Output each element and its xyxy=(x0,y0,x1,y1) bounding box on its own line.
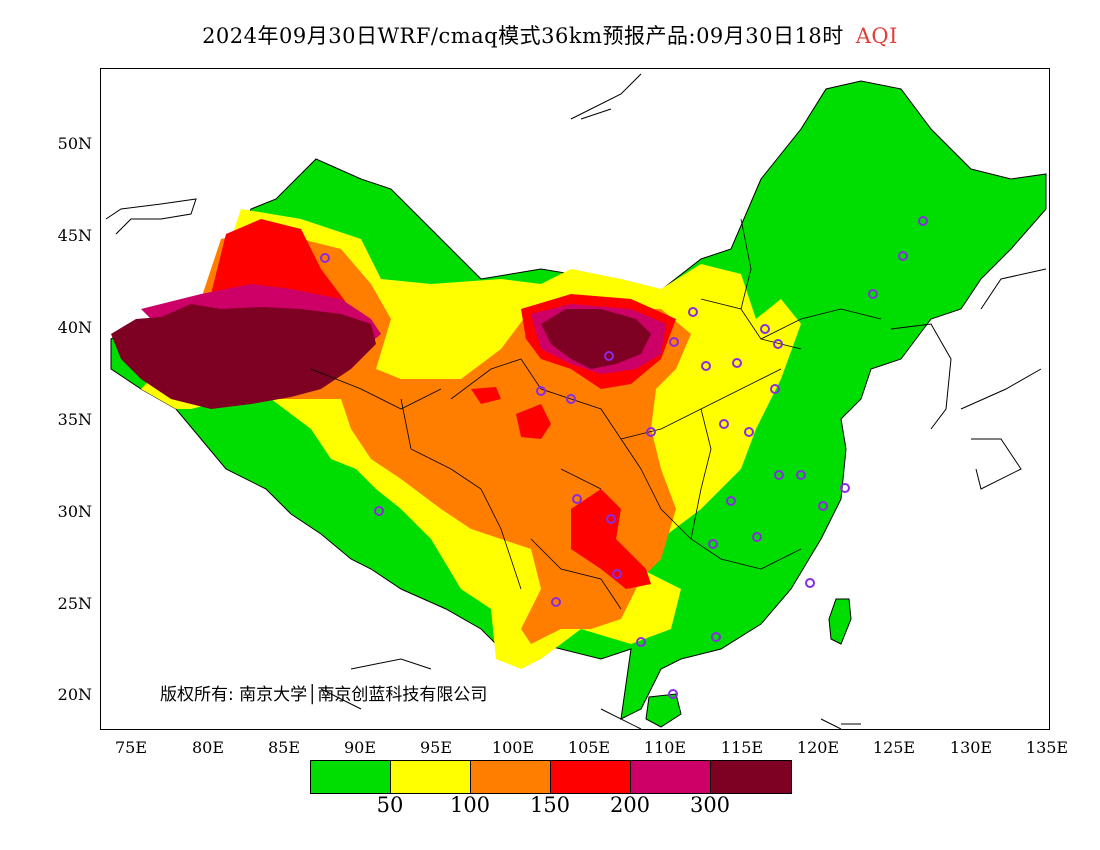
region-taiwan xyxy=(828,598,852,645)
colorbar-label-50: 50 xyxy=(376,793,404,817)
colorbar-seg-moderate xyxy=(391,761,471,793)
colorbar-label-150: 150 xyxy=(529,793,571,817)
coastline-kazakh-lake xyxy=(105,73,642,235)
x-tick-130e: 130E xyxy=(949,738,993,757)
colorbar-label-100: 100 xyxy=(449,793,491,817)
x-tick-120e: 120E xyxy=(796,738,840,757)
x-tick-115e: 115E xyxy=(720,738,764,757)
y-tick-45n: 45N xyxy=(57,226,92,245)
colorbar-label-300: 300 xyxy=(689,793,731,817)
x-tick-110e: 110E xyxy=(643,738,687,757)
station-markers xyxy=(320,216,928,699)
title-variable: AQI xyxy=(855,24,898,48)
title-text: 2024年09月30日WRF/cmaq模式36km预报产品:09月30日18时 xyxy=(202,24,844,48)
colorbar-seg-unhealthy xyxy=(551,761,631,793)
y-tick-35n: 35N xyxy=(57,410,92,429)
colorbar-seg-good xyxy=(311,761,391,793)
coastline-southeast xyxy=(320,658,861,729)
y-tick-50n: 50N xyxy=(57,134,92,153)
colorbar-seg-hazardous xyxy=(711,761,791,793)
x-tick-125e: 125E xyxy=(872,738,916,757)
coastline-korea-japan xyxy=(890,268,1047,490)
colorbar-seg-usg xyxy=(471,761,551,793)
x-tick-75e: 75E xyxy=(114,738,148,757)
region-hazardous xyxy=(111,304,376,409)
map-frame[interactable] xyxy=(100,68,1050,730)
y-tick-30n: 30N xyxy=(57,502,92,521)
x-tick-105e: 105E xyxy=(567,738,611,757)
region-hazardous-2 xyxy=(541,309,651,369)
province-borders xyxy=(310,218,882,610)
x-tick-90e: 90E xyxy=(343,738,377,757)
region-hainan xyxy=(645,693,682,728)
x-tick-85e: 85E xyxy=(267,738,301,757)
x-tick-95e: 95E xyxy=(419,738,453,757)
region-unhealthy-3 xyxy=(571,489,651,589)
aqi-map xyxy=(105,73,1047,729)
colorbar-seg-very-unhealthy xyxy=(631,761,711,793)
x-tick-80e: 80E xyxy=(191,738,225,757)
y-tick-20n: 20N xyxy=(57,685,92,704)
region-unhealthy-5 xyxy=(471,387,501,404)
y-tick-40n: 40N xyxy=(57,318,92,337)
copyright-text: 版权所有: 南京大学│南京创蓝科技有限公司 xyxy=(160,685,488,705)
aqi-colorbar xyxy=(310,760,792,794)
x-tick-100e: 100E xyxy=(491,738,535,757)
x-tick-135e: 135E xyxy=(1025,738,1069,757)
map-title: 2024年09月30日WRF/cmaq模式36km预报产品:09月30日18时 A… xyxy=(0,20,1100,50)
region-unhealthy-4 xyxy=(516,404,551,439)
colorbar-label-200: 200 xyxy=(609,793,651,817)
y-tick-25n: 25N xyxy=(57,594,92,613)
